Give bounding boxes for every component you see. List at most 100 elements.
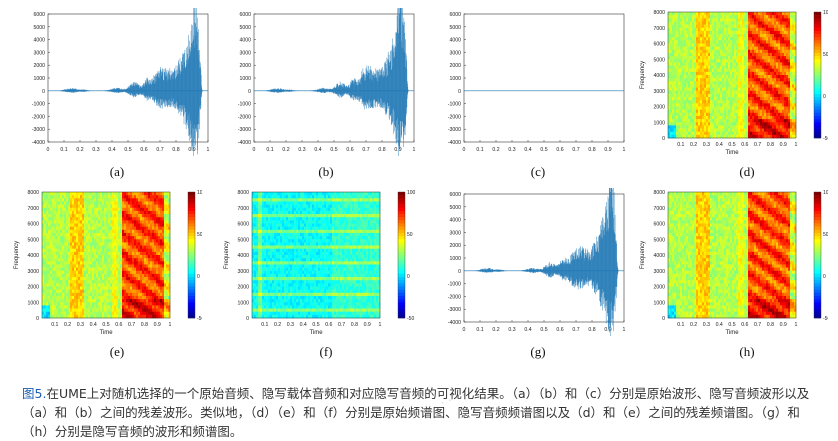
- figure-caption: 图5.在UME上对随机选择的一个原始音频、隐写载体音频和对应隐写音频的可视化结果…: [22, 384, 822, 441]
- x-tick-label: 0.5: [312, 322, 319, 328]
- x-tick-label: 0.4: [108, 147, 115, 153]
- y-tick-label: 0: [246, 316, 249, 322]
- x-tick-label: 0.8: [588, 327, 595, 333]
- spectrogram-cells: [42, 192, 170, 318]
- y-tick-label: 8000: [237, 190, 249, 196]
- panel-label-g: (g): [518, 344, 558, 360]
- y-tick-label: 5000: [27, 237, 39, 243]
- y-tick-label: 8000: [653, 190, 665, 196]
- colorbar-tick-label: 100: [823, 10, 828, 16]
- y-tick-label: 2000: [33, 63, 45, 69]
- x-tick-label: 0.3: [703, 142, 710, 148]
- x-tick-label: 0.6: [741, 142, 748, 148]
- y-tick-label: 6000: [653, 222, 665, 228]
- x-tick-label: 0.2: [282, 147, 289, 153]
- x-tick-label: 0.5: [728, 142, 735, 148]
- colorbar-tick-label: 0: [197, 274, 200, 280]
- y-tick-label: 4000: [237, 253, 249, 259]
- y-axis-label: Frequency: [640, 61, 646, 89]
- x-tick-label: 0.1: [677, 142, 684, 148]
- caption-text: 在UME上对随机选择的一个原始音频、隐写载体音频和对应隐写音频的可视化结果。（a…: [22, 386, 809, 439]
- y-tick-label: 3000: [237, 269, 249, 275]
- x-tick-label: 0.6: [556, 327, 563, 333]
- x-tick-label: 0.5: [102, 322, 109, 328]
- y-tick-label: 4000: [239, 38, 251, 44]
- x-tick-label: 1: [207, 147, 210, 153]
- x-tick-label: 0.2: [492, 147, 499, 153]
- y-tick-label: 3000: [449, 230, 461, 236]
- y-tick-label: 1000: [653, 120, 665, 126]
- y-tick-label: 6000: [653, 42, 665, 48]
- x-tick-label: 0.8: [767, 322, 774, 328]
- y-tick-label: 6000: [239, 12, 251, 18]
- x-tick-label: 0.6: [346, 147, 353, 153]
- x-tick-label: 0: [463, 327, 466, 333]
- y-tick-label: -3000: [238, 127, 251, 133]
- y-tick-label: 3000: [653, 269, 665, 275]
- panel-label-f: (f): [306, 344, 346, 360]
- colorbar-tick-label: 0: [407, 274, 410, 280]
- x-tick-label: 0.1: [677, 322, 684, 328]
- x-tick-label: 0.7: [572, 327, 579, 333]
- y-tick-label: 0: [662, 136, 665, 142]
- y-tick-label: 0: [458, 89, 461, 95]
- y-tick-label: 3000: [653, 89, 665, 95]
- y-tick-label: 4000: [653, 253, 665, 259]
- colorbar-tick-label: 50: [197, 232, 202, 238]
- y-tick-label: -4000: [238, 140, 251, 146]
- x-tick-label: 0: [47, 147, 50, 153]
- waveform-plot-b: 6000500040003000200010000-1000-2000-3000…: [228, 8, 418, 156]
- colorbar-tick-label: 0: [823, 94, 826, 100]
- y-tick-label: 1000: [237, 300, 249, 306]
- y-tick-label: 0: [458, 269, 461, 275]
- x-tick-label: 0.6: [325, 322, 332, 328]
- y-tick-label: 3000: [449, 50, 461, 56]
- y-tick-label: 5000: [449, 25, 461, 31]
- x-tick-label: 0.1: [261, 322, 268, 328]
- x-tick-label: 0.6: [115, 322, 122, 328]
- x-tick-label: 0.9: [154, 322, 161, 328]
- y-tick-label: 2000: [449, 63, 461, 69]
- y-tick-label: 2000: [27, 285, 39, 291]
- x-tick-label: 0.2: [76, 147, 83, 153]
- y-tick-label: -3000: [448, 127, 461, 133]
- x-tick-label: 1: [623, 327, 626, 333]
- x-tick-label: 0.9: [780, 142, 787, 148]
- y-tick-label: 7000: [237, 206, 249, 212]
- panel-label-a: (a): [97, 164, 137, 180]
- x-tick-label: 0.5: [540, 327, 547, 333]
- spectrogram-cells: [668, 12, 796, 138]
- x-tick-label: 0.5: [124, 147, 131, 153]
- x-tick-label: 0.3: [77, 322, 84, 328]
- x-tick-label: 0.9: [364, 322, 371, 328]
- x-tick-label: 0.7: [754, 322, 761, 328]
- y-tick-label: -1000: [238, 102, 251, 108]
- colorbar-tick-label: 50: [823, 52, 828, 58]
- y-tick-label: 1000: [239, 76, 251, 82]
- y-tick-label: 2000: [653, 285, 665, 291]
- x-tick-label: 0.4: [524, 327, 531, 333]
- x-tick-label: 0.8: [351, 322, 358, 328]
- x-tick-label: 0.2: [64, 322, 71, 328]
- x-axis-label: Time: [725, 330, 739, 336]
- y-tick-label: 1000: [33, 76, 45, 82]
- waveform-plot-g: 6000500040003000200010000-1000-2000-3000…: [438, 188, 628, 336]
- x-tick-label: 0.2: [690, 142, 697, 148]
- y-tick-label: 0: [36, 316, 39, 322]
- y-tick-label: -2000: [32, 114, 45, 120]
- y-tick-label: -1000: [448, 102, 461, 108]
- colorbar: [398, 192, 405, 318]
- x-axis-label: Time: [99, 330, 113, 336]
- x-tick-label: 0.4: [90, 322, 97, 328]
- y-tick-label: 1000: [449, 76, 461, 82]
- colorbar-tick-label: 100: [197, 190, 202, 196]
- x-tick-label: 0.8: [767, 142, 774, 148]
- y-tick-label: 2000: [653, 105, 665, 111]
- colorbar-tick-label: -50: [823, 136, 828, 142]
